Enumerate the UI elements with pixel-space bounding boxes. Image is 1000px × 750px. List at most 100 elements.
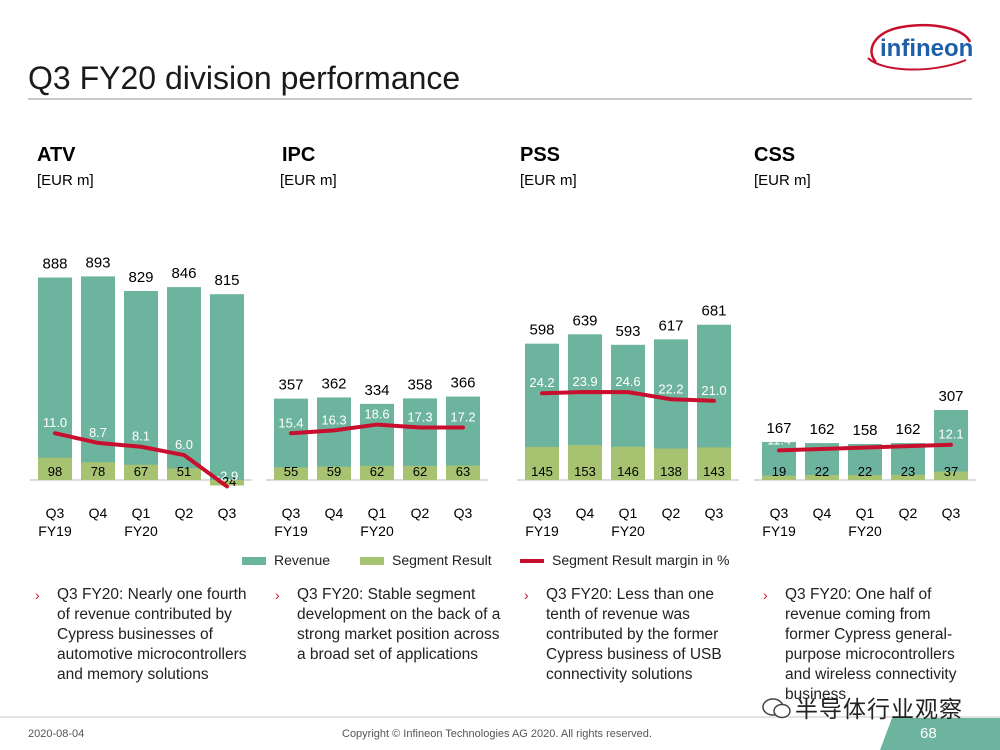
atv-panel-title: ATV bbox=[37, 144, 76, 166]
revenue-bar bbox=[124, 290, 158, 480]
revenue-label: 598 bbox=[529, 322, 554, 339]
title-divider bbox=[28, 98, 972, 100]
margin-swatch bbox=[520, 559, 544, 564]
segment-result-bar bbox=[81, 462, 115, 480]
chevron-right-icon: › bbox=[35, 587, 40, 603]
segment-result-bar bbox=[891, 474, 925, 480]
category-label: Q3 bbox=[46, 505, 65, 521]
margin-label: 6.0 bbox=[175, 437, 193, 452]
bullet-css-text: Q3 FY20: One half of revenue coming from… bbox=[785, 586, 957, 703]
legend-revenue: Revenue bbox=[242, 552, 330, 568]
revenue-bar bbox=[81, 276, 115, 480]
segment-result-bar bbox=[697, 447, 731, 480]
segment-result-label: 19 bbox=[772, 464, 786, 479]
css-unit: [EUR m] bbox=[754, 172, 811, 189]
revenue-bar bbox=[317, 397, 351, 480]
revenue-bar bbox=[167, 287, 201, 480]
category-label: Q4 bbox=[325, 505, 344, 521]
chevron-right-icon: › bbox=[524, 587, 529, 603]
margin-label: 24.2 bbox=[529, 375, 554, 390]
category-sublabel: FY20 bbox=[848, 523, 882, 539]
ipc-unit: [EUR m] bbox=[280, 172, 337, 189]
legend-margin-label: Segment Result margin in % bbox=[552, 552, 730, 568]
margin-label: 11.0 bbox=[43, 415, 67, 430]
category-label: Q3 bbox=[454, 505, 473, 521]
margin-line bbox=[289, 422, 465, 436]
segment-result-bar bbox=[38, 457, 72, 480]
legend-segment-result: Segment Result bbox=[360, 552, 492, 568]
revenue-bar bbox=[210, 294, 244, 480]
revenue-label: 358 bbox=[407, 376, 432, 393]
revenue-label: 617 bbox=[658, 317, 683, 334]
atv-unit: [EUR m] bbox=[37, 172, 94, 189]
segment-result-label: 146 bbox=[617, 464, 639, 479]
bullet-ipc-text: Q3 FY20: Stable segment development on t… bbox=[297, 586, 501, 663]
margin-label: 11.4 bbox=[767, 432, 791, 447]
category-label: Q3 bbox=[218, 505, 237, 521]
legend-segment-result-label: Segment Result bbox=[392, 552, 492, 568]
margin-label: 23.9 bbox=[572, 374, 597, 389]
ipc-panel-title: IPC bbox=[282, 144, 316, 166]
footer-date: 2020-08-04 bbox=[28, 728, 85, 740]
segment-result-bar bbox=[317, 466, 351, 480]
revenue-label: 893 bbox=[85, 254, 110, 271]
segment-result-label: 37 bbox=[944, 464, 958, 479]
segment-result-label: 145 bbox=[531, 464, 553, 479]
segment-result-bar bbox=[934, 471, 968, 480]
category-label: Q3 bbox=[705, 505, 724, 521]
segment-result-bar bbox=[274, 467, 308, 480]
category-sublabel: FY19 bbox=[38, 523, 72, 539]
revenue-bar bbox=[38, 277, 72, 480]
division-charts: 888 98 11.0 Q3 FY19 893 78 8.7 Q4 829 67 8.1 Q1 FY20 8… bbox=[30, 254, 976, 539]
segment-result-label: 138 bbox=[660, 464, 682, 479]
segment-result-bar bbox=[654, 448, 688, 480]
segment-result-label: 143 bbox=[703, 464, 725, 479]
page-corner-shape bbox=[880, 718, 1000, 750]
category-label: Q1 bbox=[132, 505, 151, 521]
segment-result-bar bbox=[167, 468, 201, 480]
margin-label: -2.9 bbox=[216, 468, 238, 483]
revenue-label: 846 bbox=[171, 265, 196, 282]
bullet-css: › Q3 FY20: One half of revenue coming fro… bbox=[763, 585, 975, 705]
category-label: Q2 bbox=[899, 505, 918, 521]
pss-unit: [EUR m] bbox=[520, 172, 577, 189]
segment-result-bar bbox=[210, 480, 244, 486]
revenue-label: 639 bbox=[572, 312, 597, 329]
segment-result-label: 153 bbox=[574, 464, 596, 479]
segment-result-bar bbox=[762, 475, 796, 480]
revenue-label: 829 bbox=[128, 269, 153, 286]
pss-panel-title: PSS bbox=[520, 144, 561, 166]
category-sublabel: FY19 bbox=[274, 523, 308, 539]
segment-result-label: 51 bbox=[177, 464, 191, 479]
chevron-right-icon: › bbox=[275, 587, 280, 603]
bullet-atv: › Q3 FY20: Nearly one fourth of revenue c… bbox=[35, 585, 262, 685]
category-label: Q1 bbox=[368, 505, 387, 521]
margin-label: 12.1 bbox=[938, 427, 963, 442]
svg-text:infineon: infineon bbox=[880, 35, 973, 62]
legend-margin: Segment Result margin in % bbox=[520, 552, 729, 568]
category-sublabel: FY19 bbox=[525, 523, 559, 539]
category-label: Q1 bbox=[856, 505, 875, 521]
wechat-icon bbox=[762, 698, 791, 719]
segment-result-bar bbox=[805, 474, 839, 480]
revenue-label: 158 bbox=[852, 422, 877, 439]
revenue-label: 888 bbox=[42, 256, 67, 273]
category-label: Q3 bbox=[770, 505, 789, 521]
segment-result-label: 55 bbox=[284, 464, 298, 479]
page-title: Q3 FY20 division performance bbox=[28, 60, 461, 96]
category-sublabel: FY20 bbox=[360, 523, 394, 539]
segment-result-label: 22 bbox=[858, 464, 872, 479]
legend-revenue-label: Revenue bbox=[274, 552, 331, 568]
category-sublabel: FY20 bbox=[611, 523, 645, 539]
segment-result-bar bbox=[611, 446, 645, 480]
bullet-pss: › Q3 FY20: Less than one tenth of revenue… bbox=[524, 585, 736, 685]
category-label: Q3 bbox=[942, 505, 961, 521]
page-number: 68 bbox=[920, 725, 937, 742]
revenue-label: 366 bbox=[450, 375, 475, 392]
revenue-label: 362 bbox=[321, 375, 346, 392]
revenue-label: 357 bbox=[278, 377, 303, 394]
segment-result-label: 78 bbox=[91, 464, 105, 479]
revenue-swatch bbox=[242, 557, 266, 566]
bullet-pss-text: Q3 FY20: Less than one tenth of revenue … bbox=[546, 586, 722, 683]
infineon-logo: infineon bbox=[867, 24, 973, 71]
